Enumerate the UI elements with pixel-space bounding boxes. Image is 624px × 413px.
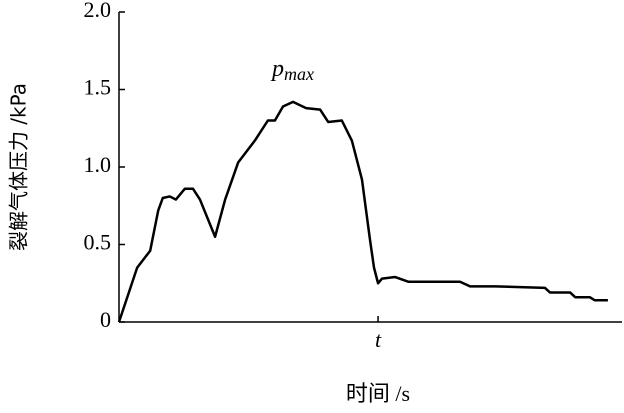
annotation-subscript: max (284, 64, 314, 84)
y-tick-label: 1.5 (84, 75, 112, 100)
y-axis-label: 裂解气体压力 /kPa (7, 83, 31, 251)
annotation: pmax (270, 56, 314, 85)
annotation-main: p (270, 56, 284, 82)
y-tick-label: 0 (100, 307, 111, 332)
x-axis-label: 时间 /s (346, 381, 410, 406)
x-tick-label: t (375, 327, 382, 352)
line (117, 100, 608, 323)
y-tick-label: 0.5 (84, 230, 112, 255)
y-tick-label: 2.0 (84, 0, 112, 22)
y-tick-label: 1.0 (84, 152, 112, 177)
